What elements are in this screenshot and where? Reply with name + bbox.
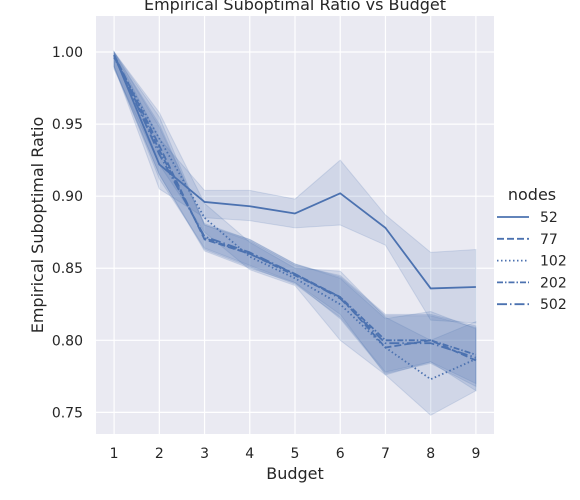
legend: nodes 52 77 102 202 502 [497,185,567,313]
series-line-102 [113,57,477,381]
x-tick-label: 1 [110,446,119,462]
legend-label-102: 102 [540,254,567,270]
x-tick-label: 8 [426,446,435,462]
x-tick-label: 9 [471,446,480,462]
confidence-band-502 [113,50,477,388]
y-tick-label: 1.00 [52,45,83,61]
y-tick-label: 0.85 [52,261,83,277]
confidence-band-102 [113,50,477,416]
x-tick-labels: 1 2 3 4 5 6 7 8 9 [110,446,481,462]
series-lines [113,54,477,381]
legend-label-52: 52 [540,210,558,226]
x-tick-label: 5 [291,446,300,462]
legend-title: nodes [508,185,556,204]
x-tick-label: 7 [381,446,390,462]
confidence-band-77 [113,50,477,392]
series-line-502 [113,54,477,359]
confidence-band-202 [113,50,477,385]
y-tick-label: 0.95 [52,117,83,133]
x-tick-label: 3 [200,446,209,462]
y-tick-label: 0.90 [52,189,83,205]
chart-title: Empirical Suboptimal Ratio vs Budget [144,0,446,14]
legend-label-502: 502 [540,297,567,313]
legend-label-202: 202 [540,275,567,291]
x-tick-label: 6 [336,446,345,462]
x-axis-title: Budget [266,464,324,483]
y-tick-labels: 0.75 0.80 0.85 0.90 0.95 1.00 [52,45,83,421]
x-tick-label: 2 [155,446,164,462]
legend-label-77: 77 [540,232,558,248]
series-line-202 [113,55,477,356]
y-axis-title: Empirical Suboptimal Ratio [28,117,47,334]
x-tick-label: 4 [245,446,254,462]
y-tick-label: 0.80 [52,333,83,349]
y-tick-label: 0.75 [52,405,83,421]
